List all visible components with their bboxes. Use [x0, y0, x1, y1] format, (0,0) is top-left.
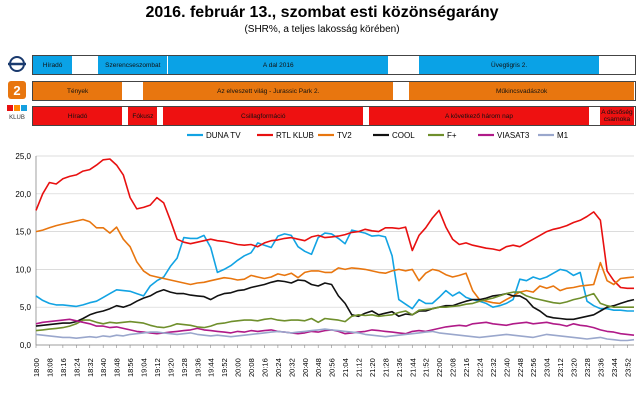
x-tick-label: 20:16	[260, 358, 269, 377]
y-tick-label: 20,0	[15, 190, 31, 199]
x-tick-label: 22:48	[516, 358, 525, 377]
x-tick-label: 19:12	[153, 358, 162, 377]
band-m1-segment	[73, 56, 99, 74]
legend-label: VIASAT3	[497, 131, 530, 140]
svg-text:2: 2	[13, 83, 20, 98]
band-m1-segment: Üvegtigris 2.	[419, 56, 600, 74]
x-tick-label: 19:04	[140, 358, 149, 377]
band-tv2-segment	[394, 82, 410, 100]
y-tick-label: 25,0	[15, 152, 31, 161]
rtl-schedule-band: Híradó Fókusz Csillagformáció A következő h…	[32, 106, 636, 126]
band-rtl-segment: Csillagformáció	[163, 107, 365, 125]
band-rtl-segment: A következő három nap	[369, 107, 590, 125]
x-tick-label: 19:36	[193, 358, 202, 377]
legend-label: DUNA TV	[206, 131, 241, 140]
x-tick-label: 20:08	[247, 358, 256, 377]
x-tick-label: 20:56	[328, 358, 337, 377]
band-tv2-segment: Az elveszett világ - Jurassic Park 2.	[143, 82, 395, 100]
series-line-m1	[35, 328, 635, 342]
legend-label: RTL KLUB	[276, 131, 314, 140]
y-tick-label: 0,0	[20, 341, 32, 350]
band-tv2-segment: Műkincsvadászok	[409, 82, 635, 100]
x-tick-label: 18:16	[59, 358, 68, 377]
x-tick-label: 21:12	[355, 358, 364, 377]
band-tv2-segment	[123, 82, 144, 100]
x-tick-label: 23:44	[610, 358, 619, 377]
rtl-logo-small-text: KLUB	[9, 115, 25, 121]
x-tick-label: 21:28	[381, 358, 390, 377]
x-tick-label: 22:08	[449, 358, 458, 377]
x-tick-label: 18:24	[72, 358, 81, 377]
band-rtl-segment: Híradó	[33, 107, 124, 125]
x-tick-label: 22:16	[462, 358, 471, 377]
band-m1-segment	[599, 56, 635, 74]
x-tick-label: 20:00	[234, 358, 243, 377]
legend-label: TV2	[337, 131, 352, 140]
x-tick-label: 23:52	[623, 358, 632, 377]
x-tick-label: 22:40	[502, 358, 511, 377]
x-tick-label: 20:48	[314, 358, 323, 377]
band-rtl-segment	[158, 107, 164, 125]
series-line-f-	[35, 291, 634, 332]
x-tick-label: 18:00	[32, 358, 41, 377]
x-tick-label: 23:28	[583, 358, 592, 377]
legend-label: F+	[447, 131, 457, 140]
x-tick-label: 20:24	[274, 358, 283, 377]
band-rtl-segment: Fókusz	[128, 107, 159, 125]
x-tick-label: 20:32	[287, 358, 296, 377]
band-m1-segment: Híradó	[33, 56, 74, 74]
band-m1-segment: A dal 2016	[168, 56, 390, 74]
x-tick-label: 23:36	[596, 358, 605, 377]
x-tick-label: 19:20	[166, 358, 175, 377]
x-tick-label: 23:04	[543, 358, 552, 377]
y-tick-label: 5,0	[20, 303, 32, 312]
series-line-cool	[35, 279, 635, 327]
x-tick-label: 21:04	[341, 358, 350, 377]
chart-subtitle: (SHR%, a teljes lakosság körében)	[244, 24, 400, 35]
x-tick-label: 21:52	[422, 358, 431, 377]
x-tick-label: 22:24	[475, 358, 484, 377]
x-tick-label: 18:56	[126, 358, 135, 377]
x-tick-label: 22:56	[529, 358, 538, 377]
x-tick-label: 21:44	[408, 358, 417, 377]
x-tick-label: 18:32	[86, 358, 95, 377]
tv2-logo-icon: 2	[8, 81, 26, 99]
band-rtl-segment	[364, 107, 370, 125]
m1-schedule-band: Híradó Szerencseszombat A dal 2016 Üvegtigr…	[32, 55, 636, 75]
legend-label: M1	[557, 131, 569, 140]
x-tick-label: 18:40	[99, 358, 108, 377]
band-m1-segment	[389, 56, 420, 74]
x-tick-label: 21:20	[368, 358, 377, 377]
band-tv2-segment: Tények	[33, 82, 124, 100]
band-m1-segment: Szerencseszombat	[98, 56, 169, 74]
x-tick-label: 19:28	[180, 358, 189, 377]
x-tick-label: 21:36	[395, 358, 404, 377]
x-tick-label: 22:32	[489, 358, 498, 377]
legend-label: COOL	[392, 131, 415, 140]
x-tick-label: 23:12	[556, 358, 565, 377]
series-line-tv2	[35, 218, 635, 305]
audience-share-line-chart: DUNA TV RTL KLUB TV2 COOL F+ VIASAT3 M1 0,0 5,0 1…	[15, 131, 635, 377]
band-rtl-segment	[123, 107, 129, 125]
x-tick-label: 23:20	[570, 358, 579, 377]
m1-logo-icon	[8, 56, 26, 72]
x-tick-label: 19:44	[207, 358, 216, 377]
tv2-schedule-band: Tények Az elveszett világ - Jurassic Park…	[32, 81, 636, 101]
x-tick-label: 22:00	[435, 358, 444, 377]
rtl-klub-logo-icon: KLUB	[7, 105, 27, 121]
band-rtl-segment	[589, 107, 600, 125]
x-tick-label: 18:48	[113, 358, 122, 377]
x-tick-label: 18:08	[45, 358, 54, 377]
chart-title: 2016. február 13., szombat esti közönség…	[145, 4, 499, 21]
x-tick-label: 20:40	[301, 358, 310, 377]
series-line-rtl-klub	[35, 158, 634, 290]
x-tick-label: 19:52	[220, 358, 229, 377]
y-tick-label: 10,0	[15, 265, 31, 274]
y-tick-label: 15,0	[15, 228, 31, 237]
band-rtl-segment: A dicsőség csarnoka	[599, 107, 635, 125]
